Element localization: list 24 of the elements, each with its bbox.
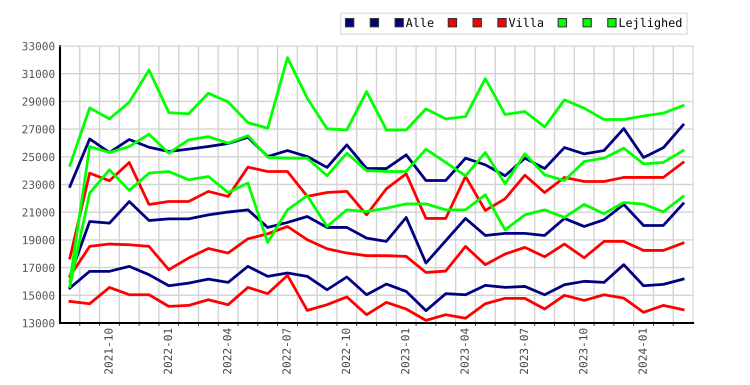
y-tick-label: 29000 [22,97,54,106]
x-tick-label: 2022-07 [282,328,291,374]
x-tick-label: 2022-01 [164,328,172,374]
y-tick-label: 31000 [22,70,54,78]
x-tick-label: 2023-07 [520,328,528,374]
y-tick-label: 33000 [22,42,54,50]
y-tick-label: 25000 [22,152,54,162]
legend-label: Villa [508,18,544,28]
y-tick-label: 15000 [23,291,54,300]
y-tick-label: 13000 [23,319,54,328]
y-tick-label: 27000 [22,125,54,134]
x-tick-label: 2022-04 [222,328,232,374]
y-tick-label: 23000 [22,180,54,189]
y-tick-label: 19000 [23,236,54,244]
legend-label: Alle [406,18,434,28]
legend-label: Lejlighed [620,18,682,30]
x-tick-label: 2024-01 [638,328,647,374]
x-tick-label: 2023-04 [460,328,469,374]
x-tick-label: 2023-01 [401,328,410,374]
x-tick-label: 2021-10 [104,328,113,374]
x-tick-label: 2023-10 [579,328,588,374]
y-tick-label: 17000 [23,264,54,272]
y-tick-label: 21000 [22,208,54,217]
x-tick-label: 2022-10 [342,328,350,374]
